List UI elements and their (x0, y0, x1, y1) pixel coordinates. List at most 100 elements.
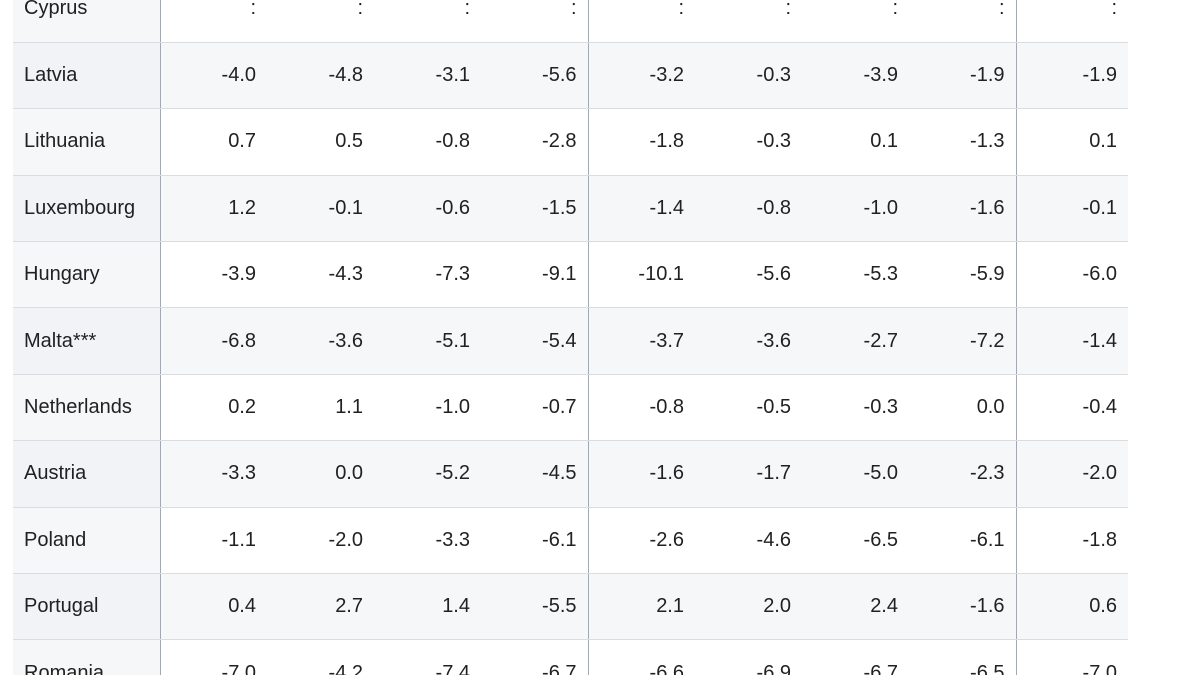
country-name-cell: Romania (13, 639, 161, 675)
value-cell: -4.2 (267, 639, 374, 675)
value-cell: -3.6 (267, 307, 374, 375)
value-cell: -1.9 (909, 42, 1017, 110)
value-cell: -6.7 (481, 639, 589, 675)
value-cell: -0.4 (1016, 374, 1128, 442)
value-cell: -2.0 (1016, 440, 1128, 508)
value-cell: -1.8 (1016, 507, 1128, 575)
value-cell: -3.6 (695, 307, 802, 375)
value-cell: -5.4 (481, 307, 589, 375)
value-cell: -1.6 (909, 573, 1017, 641)
value-cell: -1.8 (588, 108, 695, 176)
value-cell: 0.1 (1016, 108, 1128, 176)
value-cell: 0.2 (160, 374, 267, 442)
value-cell: -0.6 (374, 175, 481, 243)
value-cell: 0.7 (160, 108, 267, 176)
country-name-cell: Luxembourg (13, 175, 161, 243)
value-cell: -6.0 (1016, 241, 1128, 309)
value-cell: -7.0 (160, 639, 267, 675)
table-row: Poland -1.1 -2.0 -3.3 -6.1 -2.6 -4.6 -6.5 -6.1 -1… (13, 507, 1128, 575)
value-cell: -4.5 (481, 440, 589, 508)
country-name-cell: Lithuania (13, 108, 161, 176)
value-cell: -6.1 (909, 507, 1017, 575)
budget-balance-table: Cyprus::::::::: Latvia -4.0 -4.8 -3.1 -5.6 -3.… (13, 0, 1128, 675)
value-cell: -5.6 (481, 42, 589, 110)
value-cell: -0.8 (695, 175, 802, 243)
value-cell: -5.0 (802, 440, 909, 508)
table-row: Lithuania 0.7 0.5 -0.8 -2.8 -1.8 -0.3 0.1 -1.3 0.… (13, 108, 1128, 176)
table-row: Hungary -3.9 -4.3 -7.3 -9.1 -10.1 -5.6 -5.3 -5.9… (13, 241, 1128, 309)
country-name-cell: Poland (13, 507, 161, 575)
table-row: Netherlands 0.2 1.1 -1.0 -0.7 -0.8 -0.5 -0.3 0.0… (13, 374, 1128, 442)
value-cell: -6.5 (802, 507, 909, 575)
country-name-cell: Austria (13, 440, 161, 508)
value-cell: -1.0 (374, 374, 481, 442)
country-name-cell: Malta*** (13, 307, 161, 375)
value-cell: -2.3 (909, 440, 1017, 508)
country-name-cell: Cyprus (13, 0, 161, 43)
value-cell: -5.3 (802, 241, 909, 309)
table-row: Cyprus::::::::: (13, 0, 1128, 43)
value-cell: : (909, 0, 1017, 43)
value-cell: : (160, 0, 267, 43)
value-cell: 2.7 (267, 573, 374, 641)
value-cell: -6.9 (695, 639, 802, 675)
value-cell: -6.1 (481, 507, 589, 575)
value-cell: -1.4 (588, 175, 695, 243)
value-cell: -2.8 (481, 108, 589, 176)
value-cell: -0.7 (481, 374, 589, 442)
value-cell: : (802, 0, 909, 43)
value-cell: -0.1 (267, 175, 374, 243)
value-cell: 0.0 (909, 374, 1017, 442)
value-cell: : (695, 0, 802, 43)
value-cell: : (1016, 0, 1128, 43)
table-row: Austria -3.3 0.0 -5.2 -4.5 -1.6 -1.7 -5.0 -2.3 -2… (13, 440, 1128, 508)
value-cell: -1.1 (160, 507, 267, 575)
value-cell: -4.8 (267, 42, 374, 110)
value-cell: -4.3 (267, 241, 374, 309)
value-cell: -4.0 (160, 42, 267, 110)
value-cell: -10.1 (588, 241, 695, 309)
value-cell: : (374, 0, 481, 43)
value-cell: : (588, 0, 695, 43)
value-cell: -0.3 (695, 42, 802, 110)
table-row: Latvia -4.0 -4.8 -3.1 -5.6 -3.2 -0.3 -3.9 -1.9 -1… (13, 42, 1128, 110)
value-cell: -3.7 (588, 307, 695, 375)
value-cell: 0.6 (1016, 573, 1128, 641)
value-cell: -1.3 (909, 108, 1017, 176)
value-cell: 2.0 (695, 573, 802, 641)
value-cell: -3.3 (160, 440, 267, 508)
value-cell: -3.2 (588, 42, 695, 110)
value-cell: 2.4 (802, 573, 909, 641)
value-cell: -6.5 (909, 639, 1017, 675)
country-name-cell: Portugal (13, 573, 161, 641)
value-cell: -1.6 (588, 440, 695, 508)
value-cell: -3.9 (160, 241, 267, 309)
value-cell: -1.0 (802, 175, 909, 243)
value-cell: -7.2 (909, 307, 1017, 375)
country-name-cell: Hungary (13, 241, 161, 309)
table-row: Romania -7.0 -4.2 -7.4 -6.7 -6.6 -6.9 -6.7 -6.5-… (13, 639, 1128, 675)
value-cell: 0.0 (267, 440, 374, 508)
value-cell: -5.6 (695, 241, 802, 309)
value-cell: -6.6 (588, 639, 695, 675)
value-cell: 1.4 (374, 573, 481, 641)
value-cell: -1.6 (909, 175, 1017, 243)
value-cell: -1.9 (1016, 42, 1128, 110)
value-cell: -3.1 (374, 42, 481, 110)
value-cell: -3.3 (374, 507, 481, 575)
value-cell: 1.1 (267, 374, 374, 442)
value-cell: -5.1 (374, 307, 481, 375)
value-cell: -1.4 (1016, 307, 1128, 375)
table-body: Cyprus::::::::: Latvia -4.0 -4.8 -3.1 -5.6 -3.… (13, 0, 1128, 675)
value-cell: : (481, 0, 589, 43)
value-cell: 0.5 (267, 108, 374, 176)
value-cell: -6.7 (802, 639, 909, 675)
table-row: Portugal 0.4 2.7 1.4 -5.5 2.1 2.0 2.4 -1.6 0.6 (13, 573, 1128, 641)
data-table-container[interactable]: Cyprus::::::::: Latvia -4.0 -4.8 -3.1 -5.6 -3.… (13, 0, 1128, 675)
value-cell: 1.2 (160, 175, 267, 243)
table-row: Luxembourg 1.2 -0.1 -0.6 -1.5 -1.4 -0.8 -1.0 -1.… (13, 175, 1128, 243)
country-name-cell: Netherlands (13, 374, 161, 442)
value-cell: -0.8 (588, 374, 695, 442)
value-cell: 2.1 (588, 573, 695, 641)
value-cell: -7.0 (1016, 639, 1128, 675)
